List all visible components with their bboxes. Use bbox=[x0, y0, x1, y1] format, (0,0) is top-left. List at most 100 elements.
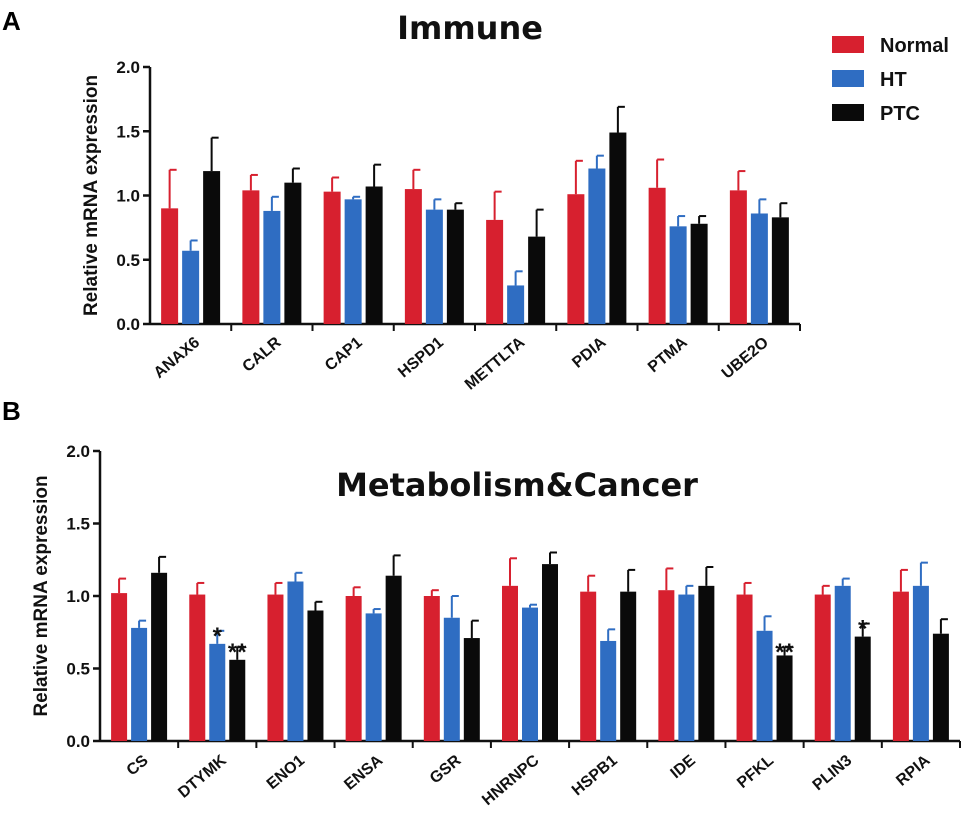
legend-label-normal: Normal bbox=[880, 35, 949, 57]
immune-y-tick-label: 1.0 bbox=[116, 187, 140, 206]
legend-swatch-ptc bbox=[832, 104, 864, 121]
legend-swatch-normal bbox=[832, 36, 864, 53]
immune-bar-ht-calr bbox=[263, 210, 281, 324]
immune-bar-normal-hspd1 bbox=[404, 189, 422, 324]
metabolism-bar-ptc-dtymk bbox=[229, 659, 246, 741]
metabolism-bar-ht-dtymk bbox=[209, 643, 226, 741]
metabolism-category-label-plin3: PLIN3 bbox=[810, 752, 856, 794]
metabolism-bar-normal-eno1 bbox=[267, 594, 284, 741]
panel-label-b: B bbox=[2, 396, 21, 426]
metabolism-bar-ht-rpia bbox=[912, 585, 929, 741]
metabolism-category-label-ensa: ENSA bbox=[341, 752, 386, 794]
metabolism-bar-ptc-hspb1 bbox=[620, 591, 637, 741]
metabolism-bar-ht-pfkl bbox=[756, 630, 773, 741]
legend-label-ptc: PTC bbox=[880, 103, 920, 125]
metabolism-category-label-cs: CS bbox=[124, 752, 152, 780]
immune-bar-normal-ube2o bbox=[729, 190, 747, 324]
metabolism-bar-ht-hnrnpc bbox=[522, 607, 538, 741]
immune-y-tick-label: 2.0 bbox=[116, 58, 140, 77]
immune-bar-ptc-cap1 bbox=[365, 186, 383, 324]
metabolism-bar-normal-cs bbox=[111, 593, 128, 741]
metabolism-y-tick-label: 0.5 bbox=[66, 660, 90, 679]
metabolism-bar-ptc-plin3 bbox=[854, 636, 871, 741]
immune-y-tick-label: 0.0 bbox=[116, 315, 140, 334]
chart-metabolism-cancer: Metabolism&Cancer Relative mRNA expressio… bbox=[31, 442, 961, 809]
metabolism-bar-ptc-pfkl bbox=[776, 655, 793, 741]
metabolism-y-tick-label: 1.0 bbox=[66, 587, 90, 606]
metabolism-category-label-hnrnpc: HNRNPC bbox=[479, 752, 543, 809]
metabolism-bar-ptc-ide bbox=[698, 585, 715, 741]
immune-bar-ht-cap1 bbox=[344, 199, 362, 324]
immune-bar-ptc-ptma bbox=[690, 223, 708, 324]
immune-bar-ht-mettlta bbox=[507, 285, 525, 324]
metabolism-y-tick-label: 2.0 bbox=[66, 442, 90, 461]
metabolism-bar-ptc-ensa bbox=[385, 575, 402, 741]
metabolism-bar-ht-eno1 bbox=[287, 581, 304, 741]
immune-bar-normal-ptma bbox=[648, 187, 666, 324]
immune-category-label-ptma: PTMA bbox=[645, 334, 691, 376]
metabolism-category-label-eno1: ENO1 bbox=[264, 752, 308, 793]
metabolism-bar-ptc-eno1 bbox=[307, 610, 324, 741]
chart-immune: Immune Relative mRNA expression 0.0 0.5 1.0 1… bbox=[81, 9, 801, 394]
panel-label-a: A bbox=[2, 6, 21, 36]
immune-category-label-calr: CALR bbox=[239, 334, 284, 376]
immune-bar-normal-cap1 bbox=[323, 191, 341, 324]
immune-bar-ptc-mettlta bbox=[528, 236, 546, 324]
metabolism-bar-normal-pfkl bbox=[736, 594, 753, 741]
metabolism-significance-plin3-ptc: * bbox=[858, 616, 868, 643]
metabolism-bar-ht-ensa bbox=[365, 613, 382, 741]
metabolism-bar-normal-hspb1 bbox=[580, 591, 597, 741]
metabolism-y-tick-label: 1.5 bbox=[66, 515, 90, 534]
immune-y-tick-label: 0.5 bbox=[116, 251, 140, 270]
immune-y-axis-title: Relative mRNA expression bbox=[81, 75, 102, 316]
immune-y-tick-label: 1.5 bbox=[116, 122, 140, 141]
immune-bar-normal-anax6 bbox=[161, 208, 179, 324]
metabolism-bar-ht-cs bbox=[131, 627, 148, 741]
metabolism-bar-normal-rpia bbox=[892, 591, 909, 741]
immune-category-label-hspd1: HSPD1 bbox=[395, 334, 447, 381]
metabolism-bar-ht-ide bbox=[678, 594, 695, 741]
metabolism-y-tick-label: 0.0 bbox=[66, 732, 90, 751]
metabolism-bar-normal-dtymk bbox=[189, 594, 206, 741]
immune-bar-ht-hspd1 bbox=[425, 209, 443, 324]
metabolism-significance-dtymk-ptc: ** bbox=[228, 639, 247, 666]
legend: Normal HT PTC bbox=[832, 35, 949, 125]
immune-bar-normal-mettlta bbox=[486, 219, 504, 324]
metabolism-category-label-hspb1: HSPB1 bbox=[569, 752, 621, 799]
legend-label-ht: HT bbox=[880, 69, 907, 91]
metabolism-bar-ptc-gsr bbox=[463, 638, 480, 741]
metabolism-bar-normal-ide bbox=[658, 590, 675, 741]
immune-bar-normal-calr bbox=[242, 190, 260, 324]
immune-category-label-pdia: PDIA bbox=[569, 334, 610, 372]
metabolism-bar-normal-ensa bbox=[345, 596, 362, 741]
immune-bar-ptc-pdia bbox=[609, 132, 627, 324]
metabolism-bar-normal-plin3 bbox=[814, 594, 831, 741]
metabolism-category-label-ide: IDE bbox=[668, 752, 700, 782]
metabolism-bar-ht-hspb1 bbox=[600, 640, 617, 741]
immune-category-label-ube2o: UBE2O bbox=[719, 334, 772, 382]
metabolism-bar-ptc-cs bbox=[151, 572, 168, 741]
immune-bar-ptc-ube2o bbox=[771, 217, 789, 324]
immune-category-label-anax6: ANAX6 bbox=[151, 334, 204, 382]
metabolism-y-axis-title: Relative mRNA expression bbox=[31, 475, 52, 716]
legend-swatch-ht bbox=[832, 70, 864, 87]
immune-bar-ht-pdia bbox=[588, 168, 606, 324]
metabolism-bar-ptc-rpia bbox=[932, 633, 949, 741]
immune-category-label-cap1: CAP1 bbox=[322, 334, 366, 375]
metabolism-bar-ht-gsr bbox=[443, 617, 460, 741]
metabolism-category-label-rpia: RPIA bbox=[893, 752, 934, 790]
metabolism-bar-normal-hnrnpc bbox=[502, 585, 518, 741]
metabolism-category-label-pfkl: PFKL bbox=[734, 752, 777, 792]
immune-category-label-mettlta: METTLTA bbox=[462, 334, 529, 394]
metabolism-bar-ht-plin3 bbox=[834, 585, 851, 741]
metabolism-significance-pfkl-ptc: ** bbox=[775, 639, 794, 666]
metabolism-significance-dtymk-ht: * bbox=[213, 623, 223, 650]
immune-chart-title: Immune bbox=[397, 9, 543, 47]
immune-bar-ptc-hspd1 bbox=[446, 209, 464, 324]
metabolism-chart-title: Metabolism&Cancer bbox=[336, 466, 698, 504]
metabolism-bar-ptc-hnrnpc bbox=[542, 564, 558, 741]
immune-bar-ht-ube2o bbox=[750, 213, 768, 324]
immune-bar-ptc-calr bbox=[284, 182, 302, 324]
metabolism-bar-normal-gsr bbox=[423, 596, 440, 741]
